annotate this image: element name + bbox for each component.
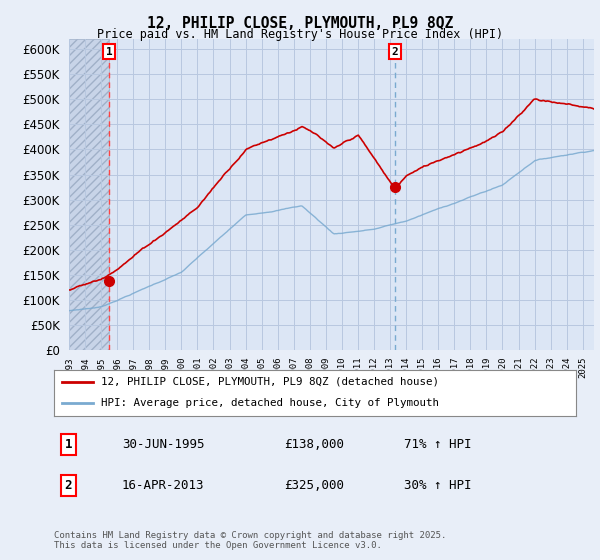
Text: 16-APR-2013: 16-APR-2013 xyxy=(122,479,205,492)
Text: 71% ↑ HPI: 71% ↑ HPI xyxy=(404,438,471,451)
Text: HPI: Average price, detached house, City of Plymouth: HPI: Average price, detached house, City… xyxy=(101,398,439,408)
Text: 2: 2 xyxy=(64,479,72,492)
Text: 1: 1 xyxy=(106,46,112,57)
Text: 2: 2 xyxy=(391,46,398,57)
Text: £325,000: £325,000 xyxy=(284,479,344,492)
Text: 1: 1 xyxy=(64,438,72,451)
Text: 30-JUN-1995: 30-JUN-1995 xyxy=(122,438,205,451)
Text: 30% ↑ HPI: 30% ↑ HPI xyxy=(404,479,471,492)
Text: 12, PHILIP CLOSE, PLYMOUTH, PL9 8QZ: 12, PHILIP CLOSE, PLYMOUTH, PL9 8QZ xyxy=(147,16,453,31)
Text: Contains HM Land Registry data © Crown copyright and database right 2025.
This d: Contains HM Land Registry data © Crown c… xyxy=(54,531,446,550)
Bar xyxy=(69,39,109,350)
Text: 12, PHILIP CLOSE, PLYMOUTH, PL9 8QZ (detached house): 12, PHILIP CLOSE, PLYMOUTH, PL9 8QZ (det… xyxy=(101,377,439,387)
Text: Price paid vs. HM Land Registry's House Price Index (HPI): Price paid vs. HM Land Registry's House … xyxy=(97,28,503,41)
Text: £138,000: £138,000 xyxy=(284,438,344,451)
